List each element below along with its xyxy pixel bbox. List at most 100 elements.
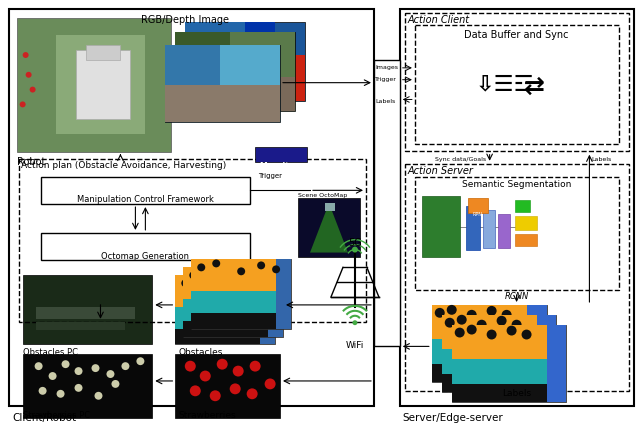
Bar <box>431 305 547 382</box>
Bar <box>191 260 291 291</box>
Circle shape <box>26 72 32 78</box>
Bar <box>176 329 275 344</box>
Bar <box>17 18 171 152</box>
Bar <box>191 313 291 329</box>
Circle shape <box>264 273 272 281</box>
Text: Octomap Generation: Octomap Generation <box>102 252 190 261</box>
Circle shape <box>507 326 516 335</box>
Bar <box>527 305 547 382</box>
Bar <box>452 325 566 402</box>
Circle shape <box>247 388 258 399</box>
Circle shape <box>249 269 257 277</box>
Circle shape <box>221 283 229 291</box>
Circle shape <box>91 364 100 372</box>
Bar <box>452 325 547 359</box>
Circle shape <box>230 383 240 394</box>
Bar <box>514 234 536 246</box>
Circle shape <box>521 330 532 340</box>
Text: Obstacles: Obstacles <box>178 348 222 357</box>
Circle shape <box>212 260 220 267</box>
Text: Client/Robot: Client/Robot <box>13 413 77 422</box>
Text: Strawberries PC: Strawberries PC <box>23 411 90 420</box>
Circle shape <box>190 385 201 396</box>
Bar <box>298 198 360 258</box>
Circle shape <box>136 357 145 365</box>
Text: Manipulation Control Framework: Manipulation Control Framework <box>77 195 214 204</box>
Circle shape <box>352 246 358 252</box>
Bar <box>19 159 366 322</box>
Circle shape <box>435 308 445 318</box>
Circle shape <box>457 315 467 325</box>
Text: Scene OctoMap: Scene OctoMap <box>298 193 347 198</box>
Bar <box>176 275 275 307</box>
Circle shape <box>20 102 26 108</box>
Circle shape <box>181 279 189 287</box>
Bar <box>183 321 283 337</box>
Bar <box>442 374 536 392</box>
Text: Labels: Labels <box>502 389 531 398</box>
Circle shape <box>35 362 42 370</box>
Text: Images: Images <box>375 65 398 70</box>
Circle shape <box>502 310 512 320</box>
Bar <box>374 60 400 346</box>
Bar <box>86 45 120 60</box>
Circle shape <box>204 267 212 275</box>
Text: Labels: Labels <box>375 99 395 105</box>
Circle shape <box>272 265 280 273</box>
Bar <box>415 26 619 144</box>
Bar <box>442 315 556 392</box>
Bar <box>442 315 536 349</box>
Bar <box>400 8 635 405</box>
Bar <box>275 55 305 102</box>
Text: MoveIt: MoveIt <box>259 162 289 171</box>
Circle shape <box>512 320 521 330</box>
Circle shape <box>75 367 82 375</box>
Circle shape <box>476 320 487 330</box>
Circle shape <box>352 320 358 325</box>
Circle shape <box>447 305 457 315</box>
Bar <box>514 200 530 212</box>
Bar <box>431 340 527 364</box>
Circle shape <box>249 361 260 371</box>
Circle shape <box>229 275 237 283</box>
Bar <box>55 35 145 134</box>
Bar <box>185 23 245 102</box>
Circle shape <box>265 379 276 389</box>
Bar <box>176 307 275 329</box>
Bar <box>176 354 280 419</box>
Bar <box>536 315 556 392</box>
Text: Robot: Robot <box>17 157 45 167</box>
Circle shape <box>467 310 476 320</box>
Circle shape <box>445 318 455 328</box>
Bar <box>41 176 250 204</box>
Bar <box>23 354 152 419</box>
Text: Trigger: Trigger <box>258 173 282 178</box>
Bar <box>183 267 283 299</box>
Bar <box>176 32 230 77</box>
Bar <box>431 305 527 340</box>
Circle shape <box>487 330 496 340</box>
Circle shape <box>241 277 249 285</box>
Text: RGB/Depth Image: RGB/Depth Image <box>141 14 230 25</box>
Bar <box>483 210 494 248</box>
Circle shape <box>39 387 46 395</box>
Circle shape <box>257 261 265 269</box>
Bar <box>35 322 125 330</box>
Bar <box>220 45 280 85</box>
Bar <box>183 267 283 337</box>
Text: Action Client: Action Client <box>408 14 470 25</box>
Text: Action plan (Obstacle Avoidance, Harvesting): Action plan (Obstacle Avoidance, Harvest… <box>21 161 226 170</box>
Bar <box>452 384 547 402</box>
Bar <box>422 196 460 258</box>
Bar <box>547 325 566 402</box>
Circle shape <box>122 362 129 370</box>
Circle shape <box>189 271 197 279</box>
Circle shape <box>237 267 245 275</box>
Bar <box>498 214 510 248</box>
Bar <box>431 364 527 382</box>
Circle shape <box>185 361 195 371</box>
Bar <box>41 233 250 261</box>
Bar <box>8 8 374 405</box>
Bar <box>466 206 480 249</box>
Circle shape <box>256 281 264 289</box>
